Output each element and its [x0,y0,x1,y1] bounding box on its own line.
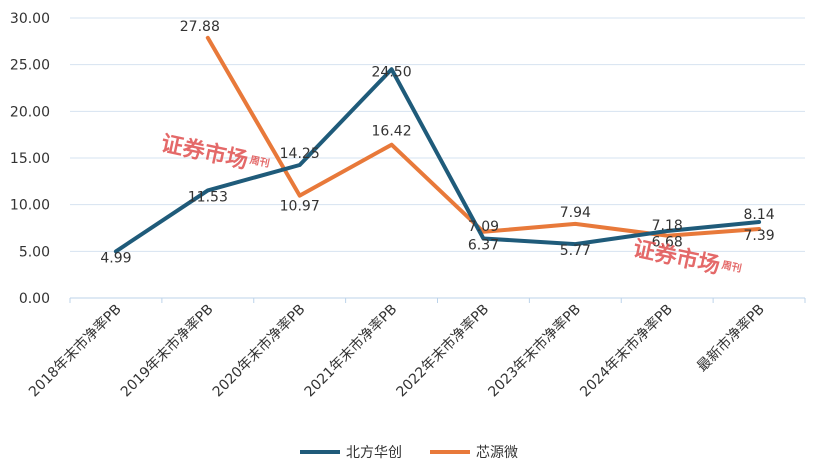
x-axis: 2018年末市净率PB2019年末市净率PB2020年末市净率PB2021年末市… [25,298,806,400]
data-labels: 4.99 11.53 14.25 24.50 6.37 5.77 7.18 8.14 27.88… [100,19,774,267]
data-label: 6.37 [468,238,499,254]
watermark-1: 证券市场 周刊 [159,130,271,174]
series-line-beifanghuachuang [113,67,762,254]
data-label: 8.14 [743,207,774,223]
y-tick-label: 20.00 [10,104,50,120]
watermark-sub: 周刊 [249,154,271,170]
data-label: 27.88 [180,19,220,35]
y-tick-label: 25.00 [10,58,50,74]
series-lines [113,35,762,254]
watermark-2: 证券市场 周刊 [631,235,743,279]
x-tick-label: 2019年末市净率PB [117,301,216,400]
data-label: 7.09 [468,219,499,235]
y-tick-label: 30.00 [10,11,50,27]
x-tick-label: 2018年末市净率PB [25,301,124,400]
x-tick-label: 2022年末市净率PB [393,301,492,400]
legend: 北方华创 芯源微 [300,445,518,461]
legend-label: 芯源微 [476,445,518,461]
data-label: 7.18 [652,218,683,234]
data-label: 5.77 [560,243,591,259]
data-label: 14.25 [280,146,320,162]
x-tick-label: 2021年末市净率PB [301,301,400,400]
x-tick-label: 最新市净率PB [694,301,768,375]
series-line-xinyuanwei [205,35,762,238]
data-label: 7.94 [560,205,591,221]
watermark-title: 证券市场 [159,130,250,174]
data-label: 4.99 [100,250,131,266]
data-label: 16.42 [372,124,412,140]
data-label: 6.68 [652,235,683,251]
y-tick-label: 10.00 [10,198,50,214]
x-tick-label: 2023年末市净率PB [485,301,584,400]
data-label: 10.97 [280,199,320,215]
watermark-sub: 周刊 [721,259,743,275]
x-tick-label: 2024年末市净率PB [577,301,676,400]
gridlines [70,17,805,299]
y-axis: 0.00 5.00 10.00 15.00 20.00 25.00 30.00 [10,11,50,307]
y-tick-label: 0.00 [19,291,50,307]
y-tick-label: 15.00 [10,151,50,167]
x-tick-label: 2020年末市净率PB [209,301,308,400]
y-tick-label: 5.00 [19,244,50,260]
data-label: 24.50 [372,64,412,80]
data-label: 7.39 [743,228,774,244]
data-label: 11.53 [188,189,228,205]
legend-label: 北方华创 [346,445,402,461]
